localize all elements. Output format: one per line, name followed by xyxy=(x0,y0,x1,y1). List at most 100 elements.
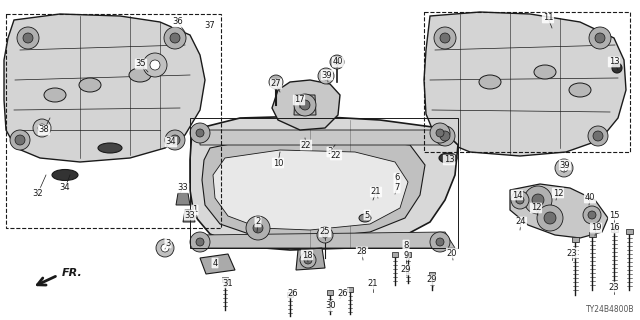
Text: 40: 40 xyxy=(585,194,595,203)
Circle shape xyxy=(430,232,450,252)
Text: 40: 40 xyxy=(333,58,343,67)
Circle shape xyxy=(555,159,573,177)
Circle shape xyxy=(156,239,174,257)
Circle shape xyxy=(190,232,210,252)
Text: 12: 12 xyxy=(531,204,541,212)
Text: 31: 31 xyxy=(223,278,234,287)
Circle shape xyxy=(196,238,204,246)
Ellipse shape xyxy=(612,63,622,73)
Circle shape xyxy=(294,94,316,116)
Text: 37: 37 xyxy=(205,20,216,29)
Polygon shape xyxy=(272,80,340,130)
Text: 35: 35 xyxy=(136,60,147,68)
Circle shape xyxy=(165,130,185,150)
Text: 20: 20 xyxy=(447,249,457,258)
Bar xyxy=(222,277,228,282)
Polygon shape xyxy=(196,232,455,248)
Circle shape xyxy=(430,123,450,143)
Bar xyxy=(327,290,333,295)
Text: 11: 11 xyxy=(543,13,553,22)
Circle shape xyxy=(300,100,310,110)
Text: 30: 30 xyxy=(326,301,336,310)
Text: 34: 34 xyxy=(60,183,70,193)
Text: 13: 13 xyxy=(444,156,454,164)
Circle shape xyxy=(300,252,316,268)
Polygon shape xyxy=(200,254,235,274)
Circle shape xyxy=(588,126,608,146)
Ellipse shape xyxy=(79,78,101,92)
Polygon shape xyxy=(183,210,195,222)
Text: 23: 23 xyxy=(566,249,577,258)
Ellipse shape xyxy=(44,88,66,102)
Bar xyxy=(392,252,398,257)
Circle shape xyxy=(170,33,180,43)
Circle shape xyxy=(436,238,444,246)
Polygon shape xyxy=(176,193,190,205)
Text: 3: 3 xyxy=(165,238,171,247)
Bar xyxy=(429,272,435,277)
Circle shape xyxy=(317,227,333,243)
Circle shape xyxy=(269,75,283,89)
Circle shape xyxy=(161,244,169,252)
Ellipse shape xyxy=(52,170,78,180)
Text: 21: 21 xyxy=(368,279,378,289)
Polygon shape xyxy=(200,130,445,145)
Text: 14: 14 xyxy=(512,190,522,199)
Circle shape xyxy=(511,191,529,209)
Text: 39: 39 xyxy=(322,70,332,79)
Bar xyxy=(589,232,595,237)
Circle shape xyxy=(143,53,167,77)
Text: 10: 10 xyxy=(273,158,284,167)
Bar xyxy=(424,12,630,152)
Circle shape xyxy=(246,216,270,240)
Text: 25: 25 xyxy=(320,228,330,236)
Text: 26: 26 xyxy=(338,289,348,298)
Circle shape xyxy=(15,135,25,145)
Polygon shape xyxy=(4,14,205,162)
Ellipse shape xyxy=(479,75,501,89)
Text: 12: 12 xyxy=(553,188,563,197)
Text: 36: 36 xyxy=(173,18,184,27)
Circle shape xyxy=(334,59,340,65)
Text: 24: 24 xyxy=(516,218,526,227)
Circle shape xyxy=(330,55,344,69)
Circle shape xyxy=(588,211,596,219)
Circle shape xyxy=(17,27,39,49)
Circle shape xyxy=(595,33,605,43)
Bar xyxy=(572,237,579,242)
Circle shape xyxy=(38,124,46,132)
Text: TY24B4800B: TY24B4800B xyxy=(586,305,634,314)
Bar xyxy=(347,287,353,292)
Circle shape xyxy=(322,232,328,238)
Text: 38: 38 xyxy=(38,125,49,134)
Text: 23: 23 xyxy=(609,283,620,292)
Circle shape xyxy=(190,123,210,143)
Polygon shape xyxy=(213,150,408,230)
Circle shape xyxy=(170,135,180,145)
Bar xyxy=(190,118,458,248)
Circle shape xyxy=(322,72,330,80)
Text: 27: 27 xyxy=(271,79,282,89)
Circle shape xyxy=(560,164,568,172)
Circle shape xyxy=(434,27,456,49)
Ellipse shape xyxy=(129,68,151,82)
Circle shape xyxy=(524,186,552,214)
Text: 34: 34 xyxy=(166,138,176,147)
Circle shape xyxy=(23,33,33,43)
Bar xyxy=(405,252,411,257)
Text: 26: 26 xyxy=(288,289,298,298)
Text: 4: 4 xyxy=(212,259,218,268)
Text: 6: 6 xyxy=(394,173,400,182)
Circle shape xyxy=(164,27,186,49)
Text: 39: 39 xyxy=(560,161,570,170)
Text: 18: 18 xyxy=(301,251,312,260)
Ellipse shape xyxy=(439,153,457,163)
Circle shape xyxy=(516,196,524,204)
Polygon shape xyxy=(296,248,325,270)
Text: 21: 21 xyxy=(371,188,381,196)
Circle shape xyxy=(440,131,450,141)
Circle shape xyxy=(435,126,455,146)
Polygon shape xyxy=(190,116,458,250)
Polygon shape xyxy=(424,12,626,156)
Circle shape xyxy=(318,68,334,84)
